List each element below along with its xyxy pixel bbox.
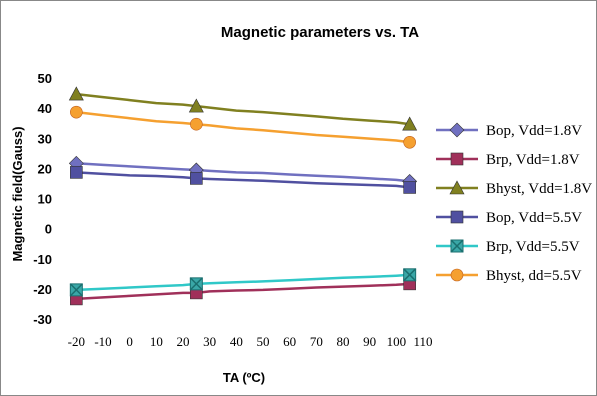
data-point-marker — [403, 135, 416, 149]
data-point-marker — [190, 117, 203, 131]
y-tick-label: -20 — [33, 282, 52, 297]
series-line — [76, 162, 410, 183]
data-point-marker — [402, 116, 418, 131]
series-line — [76, 110, 410, 144]
y-axis-title: Magnetic field(Gauss) — [10, 126, 25, 261]
data-point-marker — [450, 268, 464, 282]
x-tick-label: -20 — [68, 334, 85, 349]
y-tick-label: 40 — [38, 101, 52, 116]
series-line — [76, 282, 410, 301]
y-tick-label: 30 — [38, 131, 52, 146]
x-tick-label: 50 — [257, 334, 270, 349]
data-point-marker — [190, 172, 203, 185]
y-tick-label: 0 — [45, 222, 52, 237]
x-tick-label: 20 — [177, 334, 190, 349]
x-tick-label: 80 — [337, 334, 350, 349]
x-tick-label: 100 — [387, 334, 407, 349]
series-line — [76, 273, 410, 292]
data-point-marker — [69, 283, 83, 297]
legend-item: Bhyst, dd=5.5V — [436, 268, 582, 284]
x-tick-label: 90 — [363, 334, 376, 349]
data-point-marker — [450, 152, 464, 166]
data-point-marker — [449, 180, 465, 195]
x-tick-label: 60 — [283, 334, 296, 349]
legend-label: Bhyst, dd=5.5V — [486, 268, 582, 284]
legend-item: Bop, Vdd=1.8V — [436, 122, 582, 139]
data-point-marker — [68, 86, 84, 101]
legend-label: Brp, Vdd=1.8V — [486, 152, 580, 168]
data-point-marker — [403, 268, 417, 282]
series-3 — [68, 86, 418, 131]
legend-label: Bhyst, Vdd=1.8V — [486, 181, 592, 197]
x-tick-label: -10 — [94, 334, 111, 349]
y-tick-label: -10 — [33, 252, 52, 267]
legend-item: Bhyst, Vdd=1.8V — [436, 180, 592, 197]
legend-item: Brp, Vdd=5.5V — [436, 239, 580, 255]
series-6 — [70, 105, 416, 149]
data-point-marker — [188, 98, 204, 113]
series-4 — [70, 166, 416, 194]
legend-label: Brp, Vdd=5.5V — [486, 239, 580, 255]
x-tick-label: 30 — [203, 334, 216, 349]
data-point-marker — [70, 166, 83, 179]
x-tick-label: 10 — [150, 334, 163, 349]
x-tick-label: 0 — [126, 334, 133, 349]
chart-title: Magnetic parameters vs. TA — [221, 24, 419, 41]
x-tick-label: 70 — [310, 334, 323, 349]
legend-item: Bop, Vdd=5.5V — [436, 210, 582, 226]
series-layer — [68, 86, 418, 306]
y-tick-label: 10 — [38, 192, 52, 207]
y-tick-label: -30 — [33, 312, 52, 327]
y-tick-label: 50 — [38, 71, 52, 86]
series-line — [76, 171, 410, 189]
x-tick-label: 110 — [413, 334, 432, 349]
legend-label: Bop, Vdd=1.8V — [486, 123, 582, 139]
y-tick-label: 20 — [38, 161, 52, 176]
data-point-marker — [70, 105, 83, 119]
data-point-marker — [449, 122, 465, 138]
series-line — [76, 92, 410, 126]
legend-item: Brp, Vdd=1.8V — [436, 152, 580, 168]
x-axis-title: TA (ºC) — [223, 370, 265, 385]
data-point-marker — [450, 239, 464, 253]
x-tick-label: 40 — [230, 334, 243, 349]
data-point-marker — [403, 181, 416, 194]
series-5 — [69, 268, 417, 297]
legend-label: Bop, Vdd=5.5V — [486, 210, 582, 226]
data-point-marker — [189, 277, 203, 291]
data-point-marker — [450, 210, 464, 224]
legend: Bop, Vdd=1.8V Brp, Vdd=1.8V Bhyst, Vdd=1.8… — [436, 122, 592, 284]
